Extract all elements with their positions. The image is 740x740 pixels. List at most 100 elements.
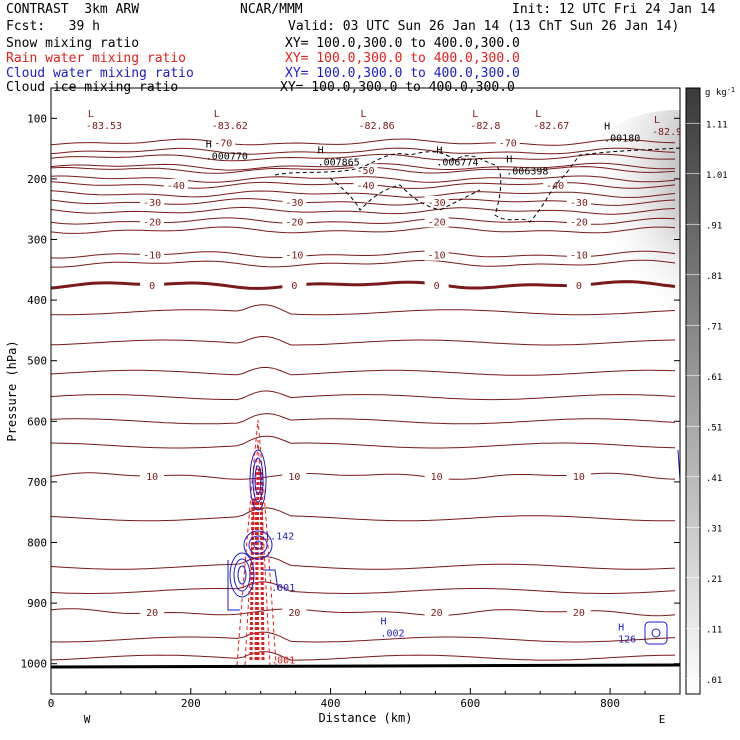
low-marker: L [472, 109, 478, 120]
isotherm-label--50: -50 [356, 166, 374, 177]
isotherm-label--20: -20 [570, 217, 588, 228]
isotherm-label-bg [566, 215, 591, 228]
isotherm--20 [51, 226, 676, 234]
colorbar-label-10: .11 [706, 625, 722, 635]
high-marker: H [436, 146, 442, 157]
isotherm-label--20: -20 [143, 217, 161, 228]
isotherm-label-0: 0 [434, 281, 440, 292]
isotherm-label-0: 0 [291, 281, 297, 292]
isotherm-label-10: 10 [288, 472, 300, 483]
rain-water-contours [236, 419, 277, 666]
isotherm-label--30: -30 [428, 198, 446, 209]
field-rain-xy: XY= 100.0,300.0 to 400.0,300.0 [285, 51, 520, 66]
isotherm-label-bg [424, 248, 449, 261]
x-end-label-west: W [84, 713, 91, 726]
isotherm-label-bg [282, 606, 307, 619]
low-value: -82.8 [470, 121, 500, 132]
isotherm-line [51, 507, 675, 522]
isotherm--50 [51, 175, 676, 183]
isotherm-label--20: -20 [285, 217, 303, 228]
low-marker: L [88, 109, 94, 120]
high-marker: H [206, 139, 212, 150]
isotherm-label-bg [282, 469, 307, 482]
isotherm-label-bg [566, 195, 591, 208]
isotherm-label-bg [282, 248, 307, 261]
low-value: -82.67 [533, 121, 569, 132]
y-axis-label: Pressure (hPa) [5, 340, 19, 441]
isotherm--30 [51, 206, 676, 215]
isotherm-line [51, 651, 676, 661]
isotherm-label-bg [140, 606, 165, 619]
y-tick-label-300: 300 [27, 234, 47, 247]
isotherm-label--30: -30 [570, 198, 588, 209]
y-tick-label-500: 500 [27, 355, 47, 368]
high-marker: H [380, 616, 386, 627]
x-end-label-east: E [659, 713, 666, 726]
low-marker: L [214, 109, 220, 120]
field-rain-name: Rain water mixing ratio [6, 51, 187, 66]
cloud-water-contours [227, 449, 680, 645]
isotherm--70 [51, 138, 676, 146]
y-tick-label-1000: 1000 [21, 658, 48, 671]
isotherm-label-20: 20 [573, 608, 585, 619]
isotherm-label-bg [163, 178, 188, 191]
field-cloudwater-name: Cloud water mixing ratio [6, 66, 194, 81]
low-value: -83.53 [86, 121, 122, 132]
isotherm--10 [51, 259, 676, 268]
isotherm-label-bg [140, 248, 165, 261]
isotherm-label-bg [353, 163, 378, 176]
ground-line [51, 663, 680, 669]
contour-value-label: .001 [271, 583, 295, 594]
low-marker: L [535, 109, 541, 120]
high-marker: H [604, 121, 610, 132]
y-tick-label-400: 400 [27, 294, 47, 307]
isotherm-line [51, 366, 676, 376]
isotherm-label-10: 10 [573, 472, 585, 483]
colorbar-label-8: .31 [706, 524, 722, 534]
high-marker: H [506, 155, 512, 166]
isotherm-label--40: -40 [356, 181, 374, 192]
colorbar-unit: g kg-1 [705, 86, 735, 98]
isotherm-label-bg [566, 606, 591, 619]
x-tick-label-0: 0 [48, 697, 55, 710]
isotherm-label--70: -70 [499, 139, 517, 150]
colorbar-label-1: 1.01 [706, 171, 728, 181]
x-tick-label-200: 200 [181, 697, 201, 710]
isotherm-label-bg [495, 136, 520, 149]
isotherm-label-bg [140, 195, 165, 208]
x-tick-label-400: 400 [321, 697, 341, 710]
isotherm-label-bg [140, 215, 165, 228]
isotherm-label--30: -30 [285, 198, 303, 209]
isotherm-label-bg [140, 278, 165, 291]
isotherm--40 [51, 190, 676, 198]
isotherm-line [51, 556, 676, 570]
contour-value-label: .001 [271, 656, 295, 667]
chart-title: CONTRAST 3km ARW [6, 2, 140, 17]
isotherm-label--40: -40 [167, 181, 185, 192]
field-snow-xy: XY= 100.0,300.0 to 400.0,300.0 [285, 36, 520, 51]
high-value: 126 [618, 634, 636, 645]
low-value: -83.62 [212, 121, 248, 132]
field-snow-name: Snow mixing ratio [6, 36, 140, 51]
isotherm-line [51, 304, 676, 316]
colorbar: 1.11 1.01 .91 .81 .71 .61 .51 .41 .31 .21 .11 .01 g… [685, 86, 735, 695]
low-marker: L [360, 109, 366, 120]
field-cloudwater-xy: XY= 100.0,300.0 to 400.0,300.0 [285, 66, 520, 81]
cloud-ice-contour-2 [329, 177, 481, 211]
high-marker: H [318, 146, 324, 157]
isotherm-line [51, 435, 676, 449]
y-tick-label-900: 900 [27, 597, 47, 610]
isotherm-label-20: 20 [288, 608, 300, 619]
isotherm-label--20: -20 [428, 217, 446, 228]
y-tick-label-100: 100 [27, 112, 47, 125]
isotherm-label--70: -70 [214, 139, 232, 150]
center-label: NCAR/MMM [240, 2, 303, 17]
isotherm-label-10: 10 [431, 472, 443, 483]
isotherm-label-0: 0 [149, 281, 155, 292]
high-value: .007865 [318, 158, 360, 169]
isotherm-label--10: -10 [428, 251, 446, 262]
forecast-hour: Fcst: 39 h [6, 19, 100, 34]
isotherm--70 [51, 147, 676, 155]
colorbar-label-3: .81 [706, 272, 722, 282]
